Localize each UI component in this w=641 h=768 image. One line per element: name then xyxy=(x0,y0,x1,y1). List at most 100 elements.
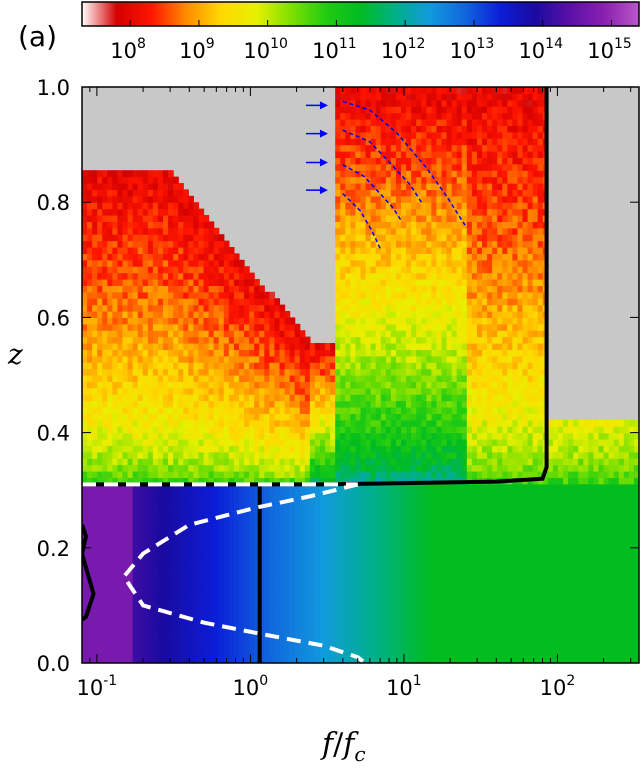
heatmap-cell xyxy=(345,272,351,280)
heatmap-cell xyxy=(401,93,407,101)
heatmap-cell xyxy=(421,240,427,248)
heatmap-cell xyxy=(335,311,341,318)
heatmap-cell xyxy=(183,362,189,370)
heatmap-cell xyxy=(152,368,159,376)
heatmap-cell xyxy=(330,503,336,510)
heatmap-cell xyxy=(173,451,179,459)
heatmap-cell xyxy=(330,400,336,408)
heatmap-cell xyxy=(401,215,407,222)
heatmap-cell xyxy=(183,330,189,338)
heatmap-cell xyxy=(183,336,189,344)
heatmap-cell xyxy=(178,509,184,517)
heatmap-cell xyxy=(122,227,129,235)
heatmap-cell xyxy=(289,567,296,574)
heatmap-cell xyxy=(117,586,124,594)
heatmap-cell xyxy=(314,643,321,651)
heatmap-cell xyxy=(107,567,113,574)
heatmap-cell xyxy=(254,509,260,517)
heatmap-cell xyxy=(203,490,210,498)
heatmap-cell xyxy=(370,599,377,606)
heatmap-cell xyxy=(365,272,372,280)
heatmap-cell xyxy=(233,579,240,587)
heatmap-cell xyxy=(360,349,367,357)
heatmap-cell xyxy=(152,509,159,517)
heatmap-cell xyxy=(178,247,184,254)
heatmap-cell xyxy=(168,509,174,517)
heatmap-cell xyxy=(137,579,144,587)
heatmap-cell xyxy=(208,304,215,312)
heatmap-cell xyxy=(269,477,276,485)
heatmap-cell xyxy=(274,387,281,395)
heatmap-cell xyxy=(269,330,276,338)
heatmap-cell xyxy=(360,535,367,542)
heatmap-cell xyxy=(360,272,367,280)
heatmap-cell xyxy=(406,99,412,107)
heatmap-cell xyxy=(147,503,154,510)
heatmap-cell xyxy=(157,323,164,331)
heatmap-cell xyxy=(360,464,367,472)
heatmap-cell xyxy=(168,643,174,651)
heatmap-cell xyxy=(350,202,357,210)
heatmap-cell xyxy=(173,330,179,338)
heatmap-cell xyxy=(335,650,341,658)
heatmap-cell xyxy=(370,202,377,210)
heatmap-cell xyxy=(102,323,108,331)
heatmap-cell xyxy=(213,458,220,466)
heatmap-cell xyxy=(411,157,417,165)
heatmap-cell xyxy=(168,189,174,197)
heatmap-cell xyxy=(254,298,260,306)
heatmap-cell xyxy=(208,317,215,325)
heatmap-cell xyxy=(112,451,119,459)
heatmap-cell xyxy=(218,311,225,318)
heatmap-cell xyxy=(198,624,205,632)
heatmap-cell xyxy=(284,336,291,344)
heatmap-cell xyxy=(188,285,194,293)
heatmap-cell xyxy=(132,592,139,600)
heatmap-cell xyxy=(178,515,184,523)
heatmap-cell xyxy=(107,387,113,395)
heatmap-cell xyxy=(238,535,245,542)
heatmap-cell xyxy=(355,311,362,318)
heatmap-cell xyxy=(223,592,230,600)
heatmap-cell xyxy=(147,631,154,638)
heatmap-cell xyxy=(127,227,134,235)
heatmap-cell xyxy=(218,579,225,587)
heatmap-cell xyxy=(395,503,402,510)
heatmap-cell xyxy=(406,163,412,171)
heatmap-cell xyxy=(112,605,119,613)
heatmap-cell xyxy=(289,560,296,568)
heatmap-cell xyxy=(208,323,215,331)
heatmap-cell xyxy=(319,650,326,658)
heatmap-cell xyxy=(264,311,270,318)
heatmap-cell xyxy=(173,483,179,491)
heatmap-cell xyxy=(137,413,144,421)
heatmap-cell xyxy=(87,643,93,651)
heatmap-cell xyxy=(168,234,174,242)
heatmap-cell xyxy=(390,144,397,152)
heatmap-cell xyxy=(345,656,351,663)
heatmap-cell xyxy=(309,413,316,421)
heatmap-cell xyxy=(421,567,427,574)
heatmap-cell xyxy=(107,400,113,408)
heatmap-cell xyxy=(335,618,341,626)
heatmap-cell xyxy=(203,323,210,331)
heatmap-cell xyxy=(233,496,240,504)
heatmap-cell xyxy=(309,483,316,491)
heatmap-cell xyxy=(137,624,144,632)
heatmap-cell xyxy=(390,439,397,446)
heatmap-cell xyxy=(147,624,154,632)
heatmap-cell xyxy=(238,650,245,658)
heatmap-cell xyxy=(82,234,88,242)
heatmap-cell xyxy=(107,419,113,427)
heatmap-cell xyxy=(249,419,255,427)
heatmap-cell xyxy=(395,439,402,446)
heatmap-cell xyxy=(102,471,108,478)
heatmap-cell xyxy=(208,400,215,408)
heatmap-cell xyxy=(238,375,245,382)
heatmap-cell xyxy=(193,259,200,267)
heatmap-cell xyxy=(157,317,164,325)
heatmap-cell xyxy=(142,291,149,299)
heatmap-cell xyxy=(213,496,220,504)
heatmap-cell xyxy=(370,176,377,184)
heatmap-cell xyxy=(421,394,427,402)
